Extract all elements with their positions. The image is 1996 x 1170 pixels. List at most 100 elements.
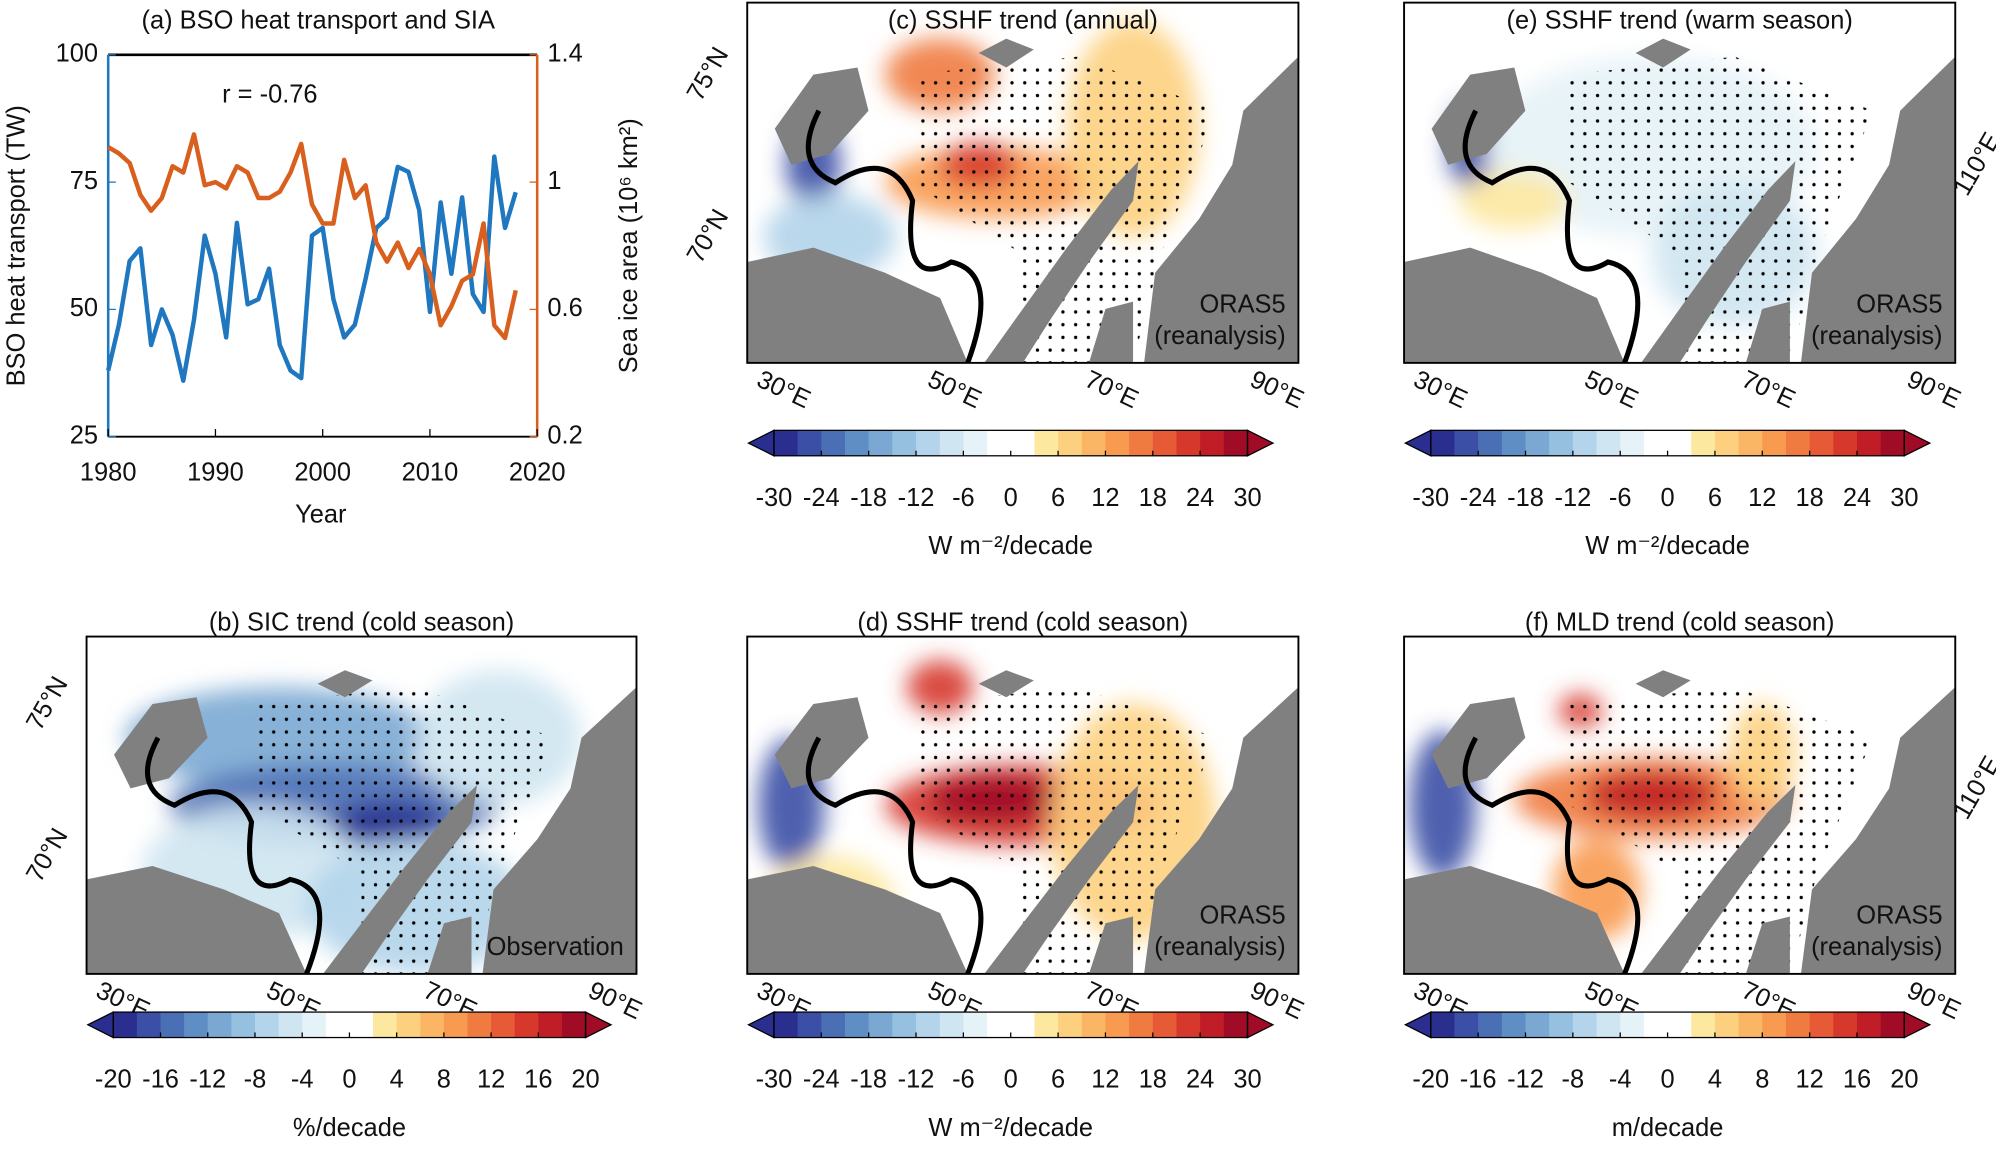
y2-axis-label: Sea ice area (10⁶ km²)	[615, 118, 643, 373]
land	[1088, 301, 1134, 363]
colorbar-tick-label: 30	[1233, 1066, 1261, 1094]
colorbar-extend-low	[1403, 429, 1432, 457]
colorbar-bin	[1501, 430, 1527, 456]
colorbar-bin	[1833, 1012, 1858, 1038]
land	[774, 67, 869, 165]
colorbar-tick-label: -6	[1609, 484, 1632, 512]
colorbar-bin	[349, 1012, 374, 1038]
land	[317, 670, 373, 698]
land	[1088, 916, 1134, 974]
stippling	[912, 56, 1216, 363]
colorbar-extend-high	[1903, 1011, 1932, 1039]
lat-label: 70°N	[682, 205, 735, 268]
colorbar-bin	[160, 1012, 185, 1038]
colorbar-bin	[396, 1012, 421, 1038]
colorbar-bin	[491, 1012, 516, 1038]
colorbar-bin	[1525, 1012, 1550, 1038]
annotation: (reanalysis)	[1154, 322, 1285, 350]
colorbar-bin	[231, 1012, 256, 1038]
colorbar-bin	[1430, 1012, 1456, 1038]
colorbar-bin	[514, 1012, 539, 1038]
land	[1641, 784, 1796, 974]
colorbar-tick-label: -8	[1562, 1066, 1585, 1094]
data-line	[106, 154, 518, 383]
map-frame	[746, 1, 1300, 364]
annotation: ORAS5	[1199, 290, 1285, 318]
colorbar-bin	[278, 1012, 303, 1038]
y2-tick-label: 0.6	[547, 294, 582, 322]
colorbar-tick-label: -8	[244, 1066, 267, 1094]
colorbar-bin	[844, 430, 870, 456]
colorbar-extend-high	[1246, 429, 1275, 457]
colorbar-bin	[939, 1012, 965, 1038]
colorbar-bin	[1010, 430, 1036, 456]
lon-label: 30°E	[1409, 365, 1471, 414]
colorbar-bin	[443, 1012, 469, 1038]
colorbar-tick-label: 18	[1139, 484, 1167, 512]
colorbar-extend-high	[1246, 1011, 1275, 1039]
y-tick-label: 75	[70, 167, 98, 195]
map	[747, 2, 1299, 363]
colorbar-tick-label: -6	[952, 1066, 975, 1094]
colorbar-bin	[1856, 430, 1882, 456]
colorbar-bin	[1152, 1012, 1178, 1038]
colorbar-label: W m⁻²/decade	[928, 532, 1093, 560]
colorbar-tick-label: -4	[1609, 1066, 1632, 1094]
lat-label: 75°N	[682, 42, 735, 105]
colorbar-bin	[1176, 430, 1201, 456]
land	[984, 161, 1139, 363]
land	[1144, 56, 1299, 363]
colorbar-tick-label: 16	[1843, 1066, 1871, 1094]
x-tick-label: 2000	[294, 458, 351, 486]
colorbar-bin	[1430, 430, 1456, 456]
land	[747, 247, 968, 363]
colorbar-bin	[1785, 430, 1811, 456]
colorbar-tick-label: -24	[803, 484, 840, 512]
land	[1745, 916, 1790, 974]
colorbar-bin	[136, 1012, 162, 1038]
land	[1745, 301, 1790, 363]
lat-label: 70°N	[21, 824, 74, 887]
colorbar-tick-label: -18	[1507, 484, 1544, 512]
x-axis-label: Year	[295, 500, 347, 528]
colorbar-bin	[773, 1012, 799, 1038]
map	[1404, 2, 1956, 363]
colorbar-tick-label: 6	[1051, 484, 1065, 512]
map-frame	[1403, 1, 1957, 364]
colorbar-bin	[987, 430, 1012, 456]
y-axis-label: BSO heat transport (TW)	[3, 105, 31, 386]
colorbar-tick-label: 4	[390, 1066, 404, 1094]
annotation: ORAS5	[1856, 290, 1942, 318]
colorbar-bin	[1809, 1012, 1834, 1038]
ice-edge	[805, 736, 984, 974]
land	[747, 865, 968, 974]
chart-title: (a) BSO heat transport and SIA	[141, 6, 495, 34]
colorbar-bin	[1643, 1012, 1669, 1038]
colorbar-bin	[963, 430, 988, 456]
lon-label: 90°E	[1903, 365, 1965, 414]
land	[427, 916, 472, 974]
colorbar-bin	[1105, 1012, 1130, 1038]
colorbar-extend-low	[747, 1011, 775, 1039]
colorbar-bin	[797, 430, 822, 456]
colorbar-extend-high	[584, 1011, 613, 1039]
colorbar-bin	[916, 430, 941, 456]
colorbar-extend-high	[1903, 429, 1932, 457]
stippling	[1569, 56, 1873, 363]
colorbar-bin	[1809, 430, 1834, 456]
lat-label: 75°N	[21, 672, 74, 735]
colorbar-bin	[1620, 1012, 1645, 1038]
colorbar-tick-label: 6	[1051, 1066, 1065, 1094]
stippling	[1569, 687, 1873, 974]
map-frame	[85, 635, 638, 975]
y-tick-label: 50	[70, 294, 98, 322]
colorbar-bin	[1200, 1012, 1225, 1038]
colorbar-tick-label: 0	[1660, 1066, 1674, 1094]
colorbar-bin	[868, 1012, 893, 1038]
colorbar-tick-label: -12	[189, 1066, 226, 1094]
colorbar-tick-label: -16	[1460, 1066, 1497, 1094]
colorbar-bin	[987, 1012, 1012, 1038]
colorbar-tick-label: -12	[898, 484, 935, 512]
colorbar-bin	[207, 1012, 232, 1038]
